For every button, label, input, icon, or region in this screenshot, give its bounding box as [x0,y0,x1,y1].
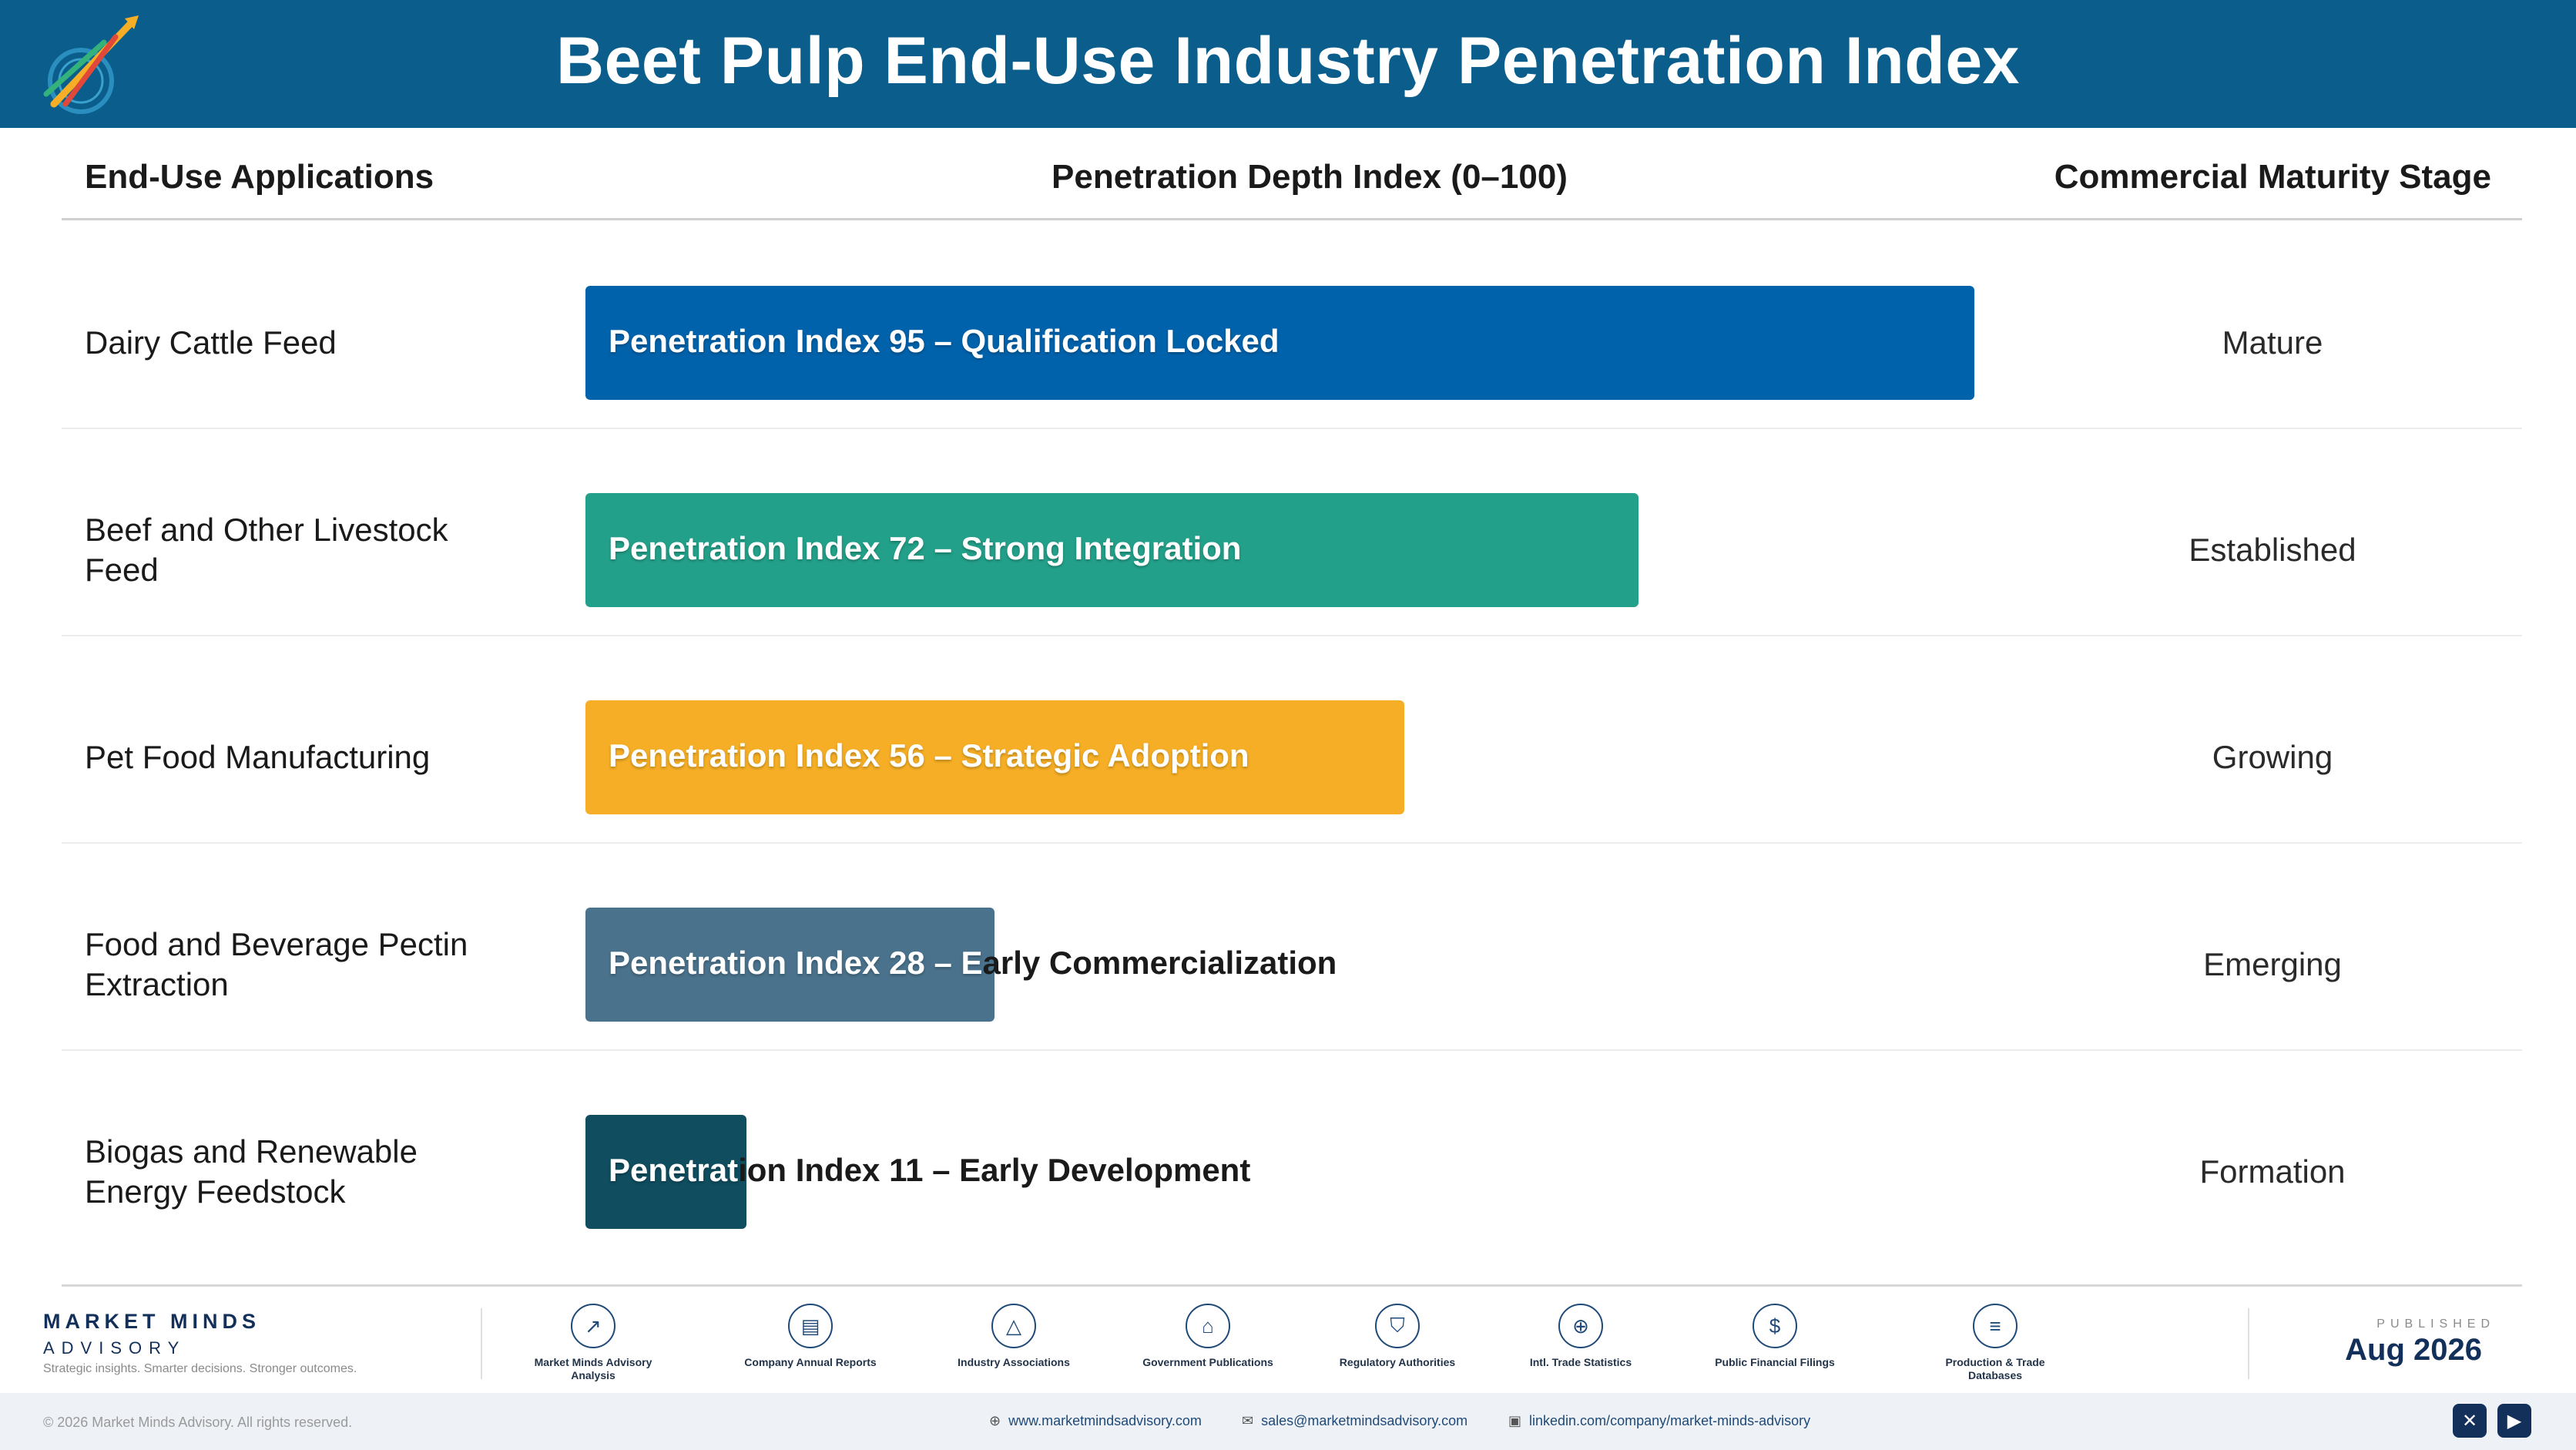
row-divider [62,1049,2522,1051]
shield-icon: ⛉ [1375,1304,1420,1348]
page-title: Beet Pulp End-Use Industry Penetration I… [556,24,2020,98]
company-logo [43,15,139,114]
source-item: ≡ Production & Trade Databases [1918,1304,2072,1382]
mail-icon: ✉ [1242,1413,1254,1428]
footer-divider-left [481,1308,482,1379]
chart-line-icon: ↗ [571,1304,615,1348]
bar-value-label: Penetration Index 95 – Qualification Loc… [609,322,1280,359]
published-date: Aug 2026 [2345,1333,2482,1367]
linkedin-link[interactable]: ▣ linkedin.com/company/market-minds-advis… [1508,1413,1810,1429]
source-label: Production & Trade Databases [1945,1356,2045,1381]
bottom-bar [0,1393,2576,1450]
footer-brand: MARKET MINDS [43,1310,260,1333]
email-link[interactable]: ✉ sales@marketmindsadvisory.com [1242,1413,1467,1429]
maturity-stage: Emerging [2203,945,2342,982]
column-header-applications: End-Use Applications [85,158,434,196]
source-item: △ Industry Associations [937,1304,1091,1369]
source-label: Regulatory Authorities [1339,1356,1456,1368]
source-label: Government Publications [1142,1356,1273,1368]
bar-value-label: Penetration Index 11 – Early Development [609,1151,1251,1188]
network-icon: △ [991,1304,1036,1348]
footer-divider-right [2248,1308,2249,1379]
published-label: PUBLISHED [2376,1317,2495,1331]
youtube-social-icon[interactable]: ▶ [2497,1404,2531,1438]
bar [585,700,1404,814]
source-label: Market Minds Advisory Analysis [534,1356,652,1381]
source-label: Public Financial Filings [1715,1356,1835,1368]
header-divider [62,218,2522,220]
website-text: www.marketmindsadvisory.com [1008,1413,1202,1428]
x-social-icon[interactable]: ✕ [2453,1404,2487,1438]
header-banner: Beet Pulp End-Use Industry Penetration I… [0,0,2576,128]
category-label: Biogas and Renewable Energy Feedstock [85,1133,418,1210]
row-divider [62,635,2522,636]
source-item: ⌂ Government Publications [1131,1304,1285,1369]
maturity-stage: Mature [2222,324,2323,361]
category-label: Beef and Other Livestock Feed [85,511,448,588]
email-text: sales@marketmindsadvisory.com [1261,1413,1468,1428]
bar-value-label: Penetration Index 72 – Strong Integratio… [609,529,1242,566]
linkedin-icon: ▣ [1508,1413,1522,1428]
source-item: $ Public Financial Filings [1698,1304,1852,1369]
bar [585,1114,746,1229]
category-label: Food and Beverage Pectin Extraction [85,925,468,1002]
globe-icon: ⊕ [1558,1304,1603,1348]
bar [585,492,1639,607]
row-divider [62,428,2522,429]
source-label: Industry Associations [958,1356,1070,1368]
linkedin-text: linkedin.com/company/market-minds-adviso… [1529,1413,1811,1428]
footer-tagline: Strategic insights. Smarter decisions. S… [43,1362,357,1375]
footer [0,1288,2576,1388]
coin-icon: $ [1753,1304,1797,1348]
database-icon: ≡ [1973,1304,2018,1348]
bar [585,285,1975,400]
globe-icon: ⊕ [989,1413,1001,1428]
source-label: Intl. Trade Statistics [1529,1356,1632,1368]
column-header-stage: Commercial Maturity Stage [2054,158,2491,196]
source-label: Company Annual Reports [744,1356,877,1368]
footer-brand-sub: ADVISORY [43,1338,186,1358]
document-icon: ▤ [788,1304,833,1348]
government-icon: ⌂ [1186,1304,1230,1348]
copyright-text: © 2026 Market Minds Advisory. All rights… [43,1415,353,1430]
category-label: Dairy Cattle Feed [85,324,337,361]
source-item: ▤ Company Annual Reports [733,1304,887,1369]
website-link[interactable]: ⊕ www.marketmindsadvisory.com [989,1413,1202,1429]
category-label: Pet Food Manufacturing [85,738,431,775]
maturity-stage: Formation [2199,1153,2346,1190]
maturity-stage: Growing [2212,738,2333,775]
source-item: ↗ Market Minds Advisory Analysis [516,1304,670,1382]
source-item: ⊕ Intl. Trade Statistics [1504,1304,1658,1369]
row-divider [62,842,2522,844]
source-item: ⛉ Regulatory Authorities [1320,1304,1474,1369]
bar-value-label: Penetration Index 56 – Strategic Adoptio… [609,737,1249,774]
bar-value-label: Penetration Index 28 – Early Commerciali… [609,944,1337,981]
bar [585,907,995,1022]
column-header-index: Penetration Depth Index (0–100) [1052,158,1568,196]
footer-divider [62,1284,2522,1287]
maturity-stage: Established [2189,531,2356,568]
